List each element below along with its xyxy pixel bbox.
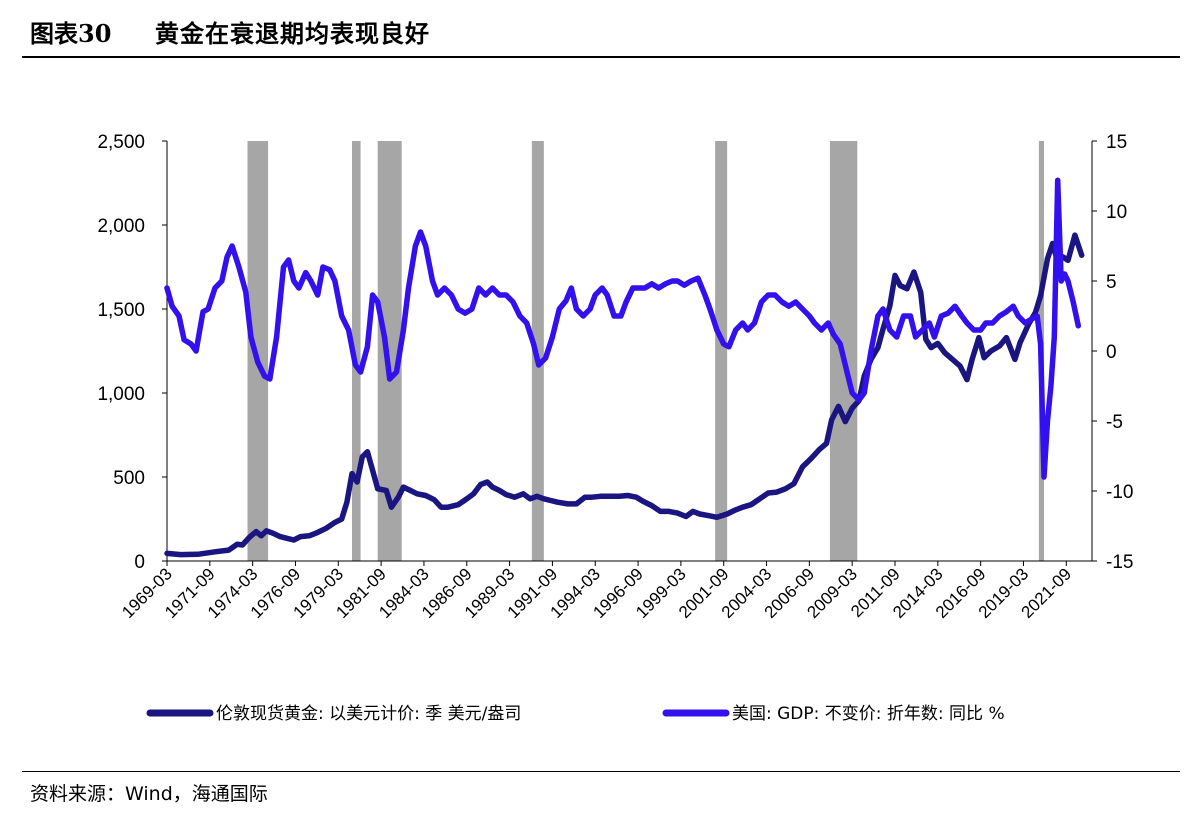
figure-label: 图表30 <box>30 19 112 48</box>
recession-band <box>247 141 269 561</box>
left-axis-tick-label: 1,500 <box>97 300 145 321</box>
right-axis-tick-label: 15 <box>1106 132 1127 153</box>
recession-band <box>377 141 402 561</box>
right-axis-tick-label: -15 <box>1106 552 1133 573</box>
header-rule <box>22 56 1180 58</box>
right-axis-tick-label: 0 <box>1106 342 1117 363</box>
source-note: 资料来源：Wind，海通国际 <box>30 783 268 805</box>
legend-label-gold-price: 伦敦现货黄金: 以美元计价: 季 美元/盎司 <box>216 704 521 724</box>
left-axis-tick-label: 2,500 <box>97 132 145 153</box>
recession-band <box>715 141 728 561</box>
left-axis-tick-label: 2,000 <box>97 216 145 237</box>
right-axis-tick-label: -10 <box>1106 482 1133 503</box>
left-axis-tick-label: 1,000 <box>97 384 145 405</box>
series-line-gold-price <box>164 232 1085 558</box>
figure-title: 黄金在衰退期均表现良好 <box>155 19 430 48</box>
legend-label-us-gdp: 美国: GDP: 不变价: 折年数: 同比 % <box>732 704 1005 724</box>
right-axis-tick-label: -5 <box>1106 412 1123 433</box>
left-axis-tick-label: 0 <box>134 552 145 573</box>
footer-rule <box>22 771 1180 772</box>
right-axis-tick-label: 10 <box>1106 202 1127 223</box>
series-line-us-gdp <box>164 177 1082 480</box>
left-axis-tick-label: 500 <box>113 468 145 489</box>
right-axis-tick-label: 5 <box>1106 272 1117 293</box>
figure-header: 图表30 黄金在衰退期均表现良好 <box>0 0 1188 58</box>
recession-band <box>352 141 361 561</box>
